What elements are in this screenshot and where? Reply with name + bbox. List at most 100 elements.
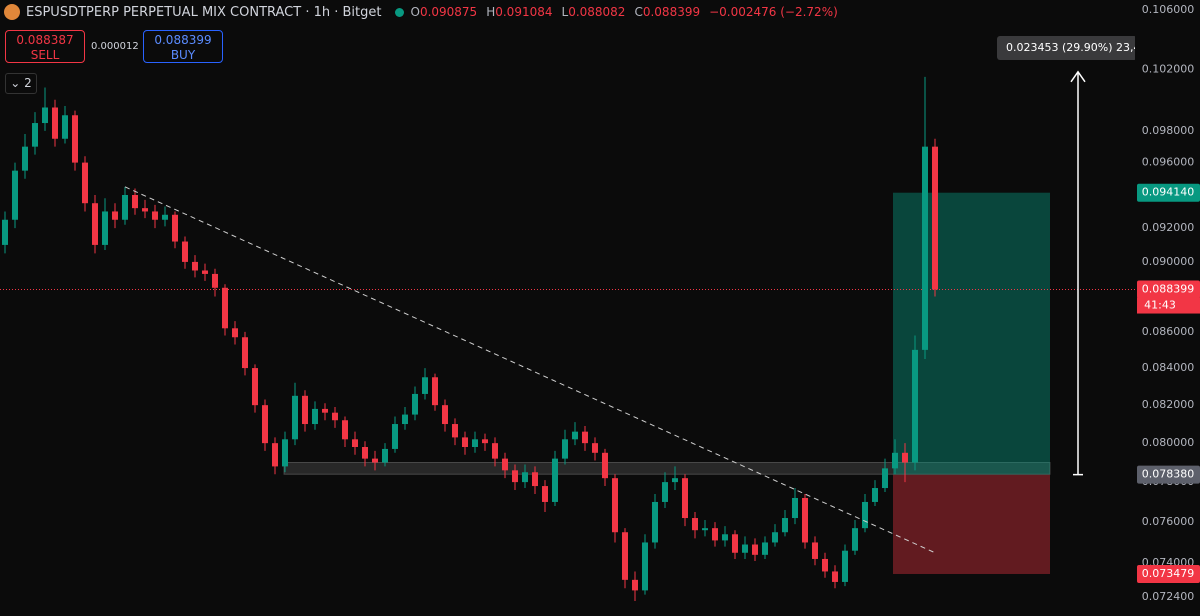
- quote-open: O0.090875: [410, 5, 480, 20]
- y-tick-label: 0.086000: [1142, 325, 1195, 338]
- candle-body: [572, 431, 578, 440]
- label: O: [410, 4, 420, 19]
- candle-body: [662, 482, 668, 502]
- candle-body: [922, 146, 928, 350]
- y-tick-label: 0.092000: [1142, 221, 1195, 234]
- y-tick-label: 0.102000: [1142, 62, 1195, 75]
- candle-body: [82, 162, 88, 204]
- candle-body: [602, 452, 608, 479]
- candle-body: [872, 488, 878, 502]
- candle-body: [402, 414, 408, 425]
- candle-body: [732, 534, 738, 553]
- candle-body: [522, 472, 528, 483]
- candle-body: [162, 214, 168, 220]
- candle-body: [172, 214, 178, 242]
- candle-body: [272, 443, 278, 467]
- candle-body: [132, 195, 138, 209]
- candle-body: [202, 270, 208, 274]
- buy-button[interactable]: 0.088399 BUY: [143, 30, 223, 63]
- candle-body: [882, 468, 888, 489]
- chart-title[interactable]: ESPUSDTPERP PERPETUAL MIX CONTRACT · 1h …: [26, 4, 382, 20]
- y-tick-label: 0.096000: [1142, 156, 1195, 169]
- candle-body: [632, 579, 638, 591]
- candle-body: [102, 211, 108, 245]
- candle-body: [352, 439, 358, 448]
- y-tick-label: 0.090000: [1142, 255, 1195, 268]
- trendline: [124, 186, 936, 554]
- label: L: [561, 4, 569, 19]
- candle-body: [682, 478, 688, 519]
- candle-body: [612, 478, 618, 533]
- candle-body: [932, 146, 938, 290]
- symbol-icon: [4, 4, 20, 20]
- y-tick-label: 0.084000: [1142, 361, 1195, 374]
- candle-body: [392, 424, 398, 449]
- y-tick-label: 0.080000: [1142, 436, 1195, 449]
- candle-body: [342, 420, 348, 440]
- stop-price-box: [1137, 564, 1200, 583]
- candle-body: [142, 208, 148, 212]
- candle-body: [792, 497, 798, 519]
- candle-body: [672, 478, 678, 483]
- stop-price-label: 0.073479: [1142, 567, 1195, 580]
- candle-body: [32, 123, 38, 147]
- candle-body: [452, 424, 458, 438]
- trade-panel: 0.088387 SELL 0.000012 0.088399 BUY: [5, 30, 223, 63]
- status-dot: [395, 7, 405, 17]
- candle-body: [742, 544, 748, 553]
- sell-price: 0.088387: [16, 33, 74, 47]
- candle-body: [592, 443, 598, 453]
- current-price-box: [1137, 280, 1200, 299]
- entry-price-label: 0.078380: [1142, 468, 1195, 481]
- candle-body: [112, 211, 118, 220]
- indicator-toggle[interactable]: ⌄ 2: [5, 73, 37, 94]
- candle-body: [62, 115, 68, 139]
- candle-body: [902, 452, 908, 463]
- candle-body: [692, 518, 698, 531]
- target-price-box: [1137, 183, 1200, 202]
- candle-body: [842, 550, 848, 582]
- candle-body: [472, 439, 478, 448]
- candle-body: [622, 532, 628, 580]
- value: 0.091084: [495, 4, 553, 19]
- candle-body: [892, 452, 898, 469]
- candle-body: [252, 368, 258, 406]
- buy-price: 0.088399: [154, 33, 212, 47]
- candle-body: [262, 405, 268, 444]
- label: C: [634, 4, 643, 19]
- sell-button[interactable]: 0.088387 SELL: [5, 30, 85, 63]
- countdown: 41:43: [1144, 299, 1176, 312]
- candle-body: [562, 439, 568, 459]
- profit-zone: [893, 192, 1050, 475]
- candle-body: [772, 532, 778, 543]
- candle-body: [652, 501, 658, 543]
- candle-body: [442, 405, 448, 425]
- candle-body: [222, 287, 228, 329]
- candle-body: [862, 501, 868, 529]
- candle-body: [912, 349, 918, 463]
- candle-body: [382, 448, 388, 463]
- candle-body: [332, 412, 338, 421]
- target-price-label: 0.094140: [1142, 186, 1195, 199]
- value: 0.088399: [642, 4, 701, 19]
- candle-body: [302, 395, 308, 425]
- candle-body: [212, 273, 218, 288]
- candle-body: [312, 408, 318, 425]
- spread: 0.000012: [91, 41, 139, 52]
- y-tick-label: 0.076000: [1142, 515, 1195, 528]
- y-tick-label: 0.106000: [1142, 3, 1195, 16]
- candle-body: [552, 458, 558, 502]
- buy-label: BUY: [170, 48, 196, 62]
- candle-body: [192, 261, 198, 271]
- candle-body: [362, 447, 368, 459]
- candle-body: [182, 241, 188, 262]
- candle-body: [482, 439, 488, 444]
- candle-body: [42, 107, 48, 124]
- candle-body: [422, 377, 428, 394]
- indicator-count: 2: [24, 76, 32, 90]
- candle-body: [282, 439, 288, 467]
- value: 0.088082: [568, 4, 626, 19]
- candle-body: [752, 544, 758, 555]
- candle-body: [832, 571, 838, 582]
